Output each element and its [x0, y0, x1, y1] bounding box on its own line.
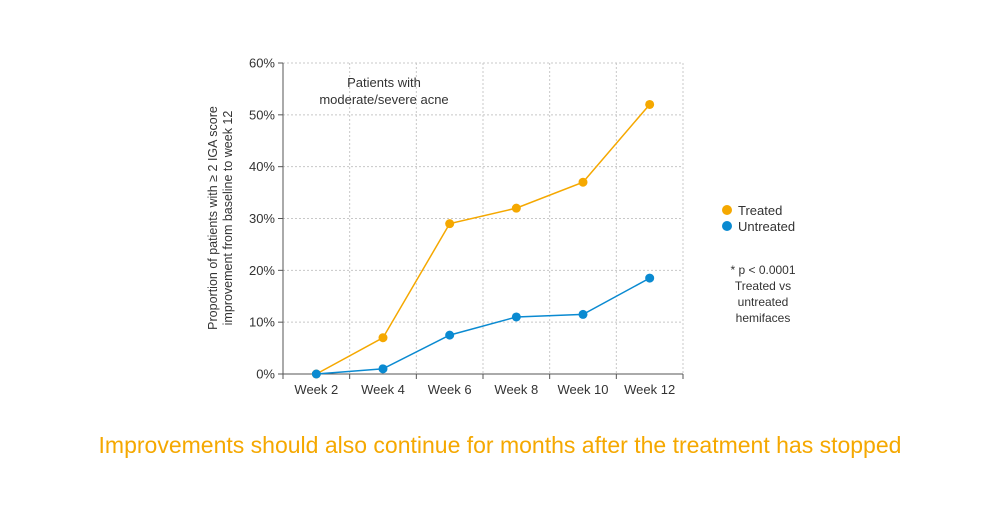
y-axis-label-line-2: improvement from baseline to week 12 [221, 111, 235, 326]
data-point-treated [645, 99, 655, 109]
note-line-2: Treated vs [735, 279, 791, 293]
data-point-untreated [378, 364, 388, 374]
data-point-treated [511, 203, 521, 213]
data-point-untreated [445, 330, 455, 340]
note-line-4: hemifaces [736, 311, 791, 325]
axes [278, 62, 684, 379]
y-tick-label: 50% [249, 107, 275, 122]
x-tick-label: Week 4 [361, 382, 405, 397]
caption: Improvements should also continue for mo… [98, 432, 902, 458]
x-tick-label: Week 8 [494, 382, 538, 397]
chart-annotation-line-1: Patients with [347, 75, 421, 90]
legend-label-treated: Treated [738, 203, 782, 218]
data-series [311, 99, 655, 379]
data-point-untreated [578, 309, 588, 319]
series-line-treated [315, 103, 651, 375]
series-line-untreated [316, 277, 651, 375]
note-line-1: * p < 0.0001 [730, 263, 795, 277]
legend-label-untreated: Untreated [738, 219, 795, 234]
y-tick-label: 0% [256, 367, 275, 382]
tick-labels: 0% 10% 20% 30% 40% 50% 60% Week 2 Week 4 Week 6 We… [249, 56, 675, 398]
y-tick-label: 30% [249, 211, 275, 226]
x-tick-label: Week 12 [624, 382, 675, 397]
y-tick-label: 10% [249, 315, 275, 330]
note-line-3: untreated [738, 295, 789, 309]
x-tick-label: Week 10 [557, 382, 608, 397]
y-tick-label: 40% [249, 159, 275, 174]
data-point-untreated [645, 273, 655, 283]
x-tick-label: Week 2 [294, 382, 338, 397]
chart-annotation-line-2: moderate/severe acne [319, 92, 448, 107]
data-point-treated [578, 177, 588, 187]
data-point-treated [445, 219, 455, 229]
data-point-treated [378, 333, 388, 343]
x-tick-label: Week 6 [428, 382, 472, 397]
grid-lines [283, 62, 684, 374]
y-axis-label-line-1: Proportion of patients with ≥ 2 IGA scor… [206, 106, 220, 330]
y-tick-label: 20% [249, 263, 275, 278]
y-tick-label: 60% [249, 56, 275, 71]
data-point-untreated [511, 312, 521, 322]
legend-marker-treated [722, 205, 732, 215]
legend: Treated Untreated [722, 203, 795, 234]
significance-note: * p < 0.0001 Treated vs untreated hemifa… [730, 263, 795, 325]
data-point-untreated [311, 369, 321, 379]
y-axis-label: Proportion of patients with ≥ 2 IGA scor… [206, 106, 235, 330]
legend-marker-untreated [722, 221, 732, 231]
line-chart: 0% 10% 20% 30% 40% 50% 60% Week 2 Week 4 Week 6 We… [206, 56, 796, 398]
